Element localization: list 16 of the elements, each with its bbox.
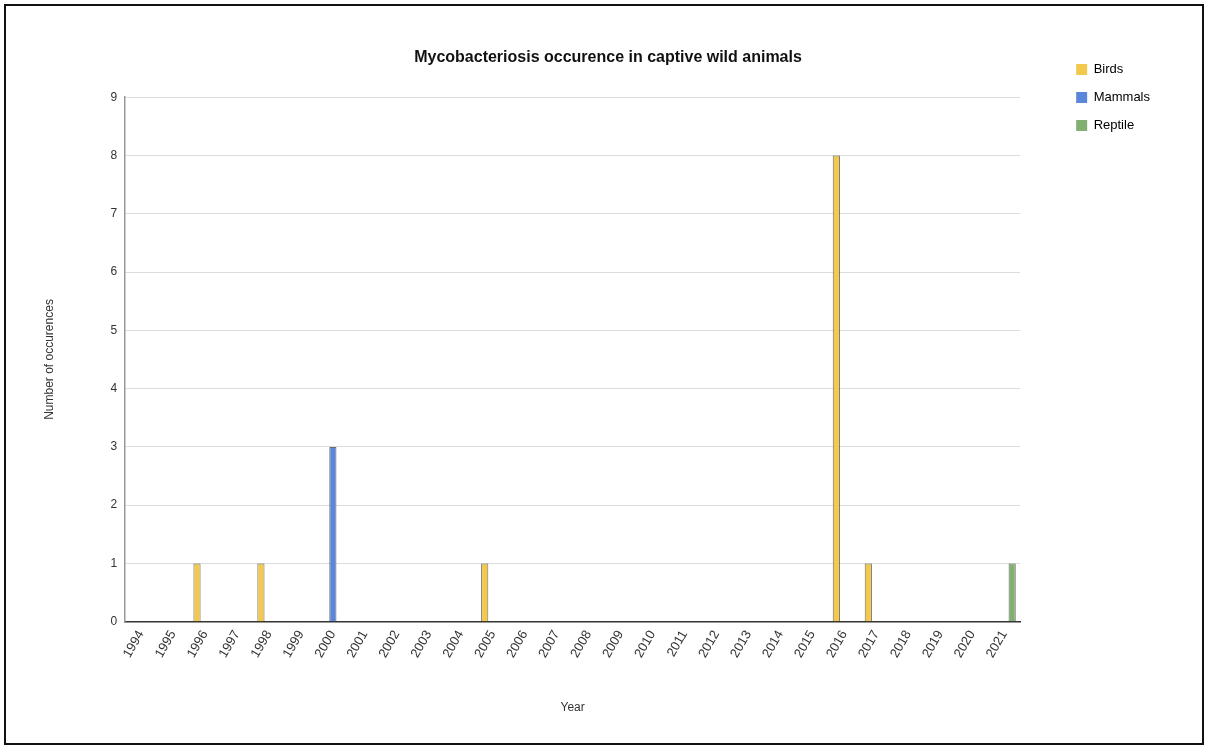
y-tick-label: 4 [110,380,118,395]
y-tick-label: 7 [110,206,118,221]
y-tick-label: 5 [110,322,118,337]
y-tick-label: 3 [110,439,118,454]
y-tick-label: 6 [110,264,118,279]
x-axis-title: Year [560,700,585,715]
legend-label: Mammals [1093,89,1151,105]
legend-label: Birds [1093,61,1124,77]
y-tick-label: 8 [110,147,118,162]
legend-label: Reptile [1093,117,1135,133]
y-tick-label: 2 [110,497,118,512]
chart-title: Mycobacteriosis occurence in captive wild animals [414,48,802,66]
y-tick-label: 9 [110,89,118,104]
y-tick-label: 1 [110,555,118,570]
y-axis-title: Number of occurences [41,299,56,420]
y-tick-label: 0 [110,614,118,629]
